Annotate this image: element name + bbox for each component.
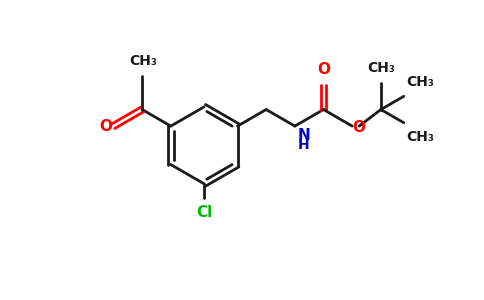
Text: Cl: Cl [196,205,212,220]
Text: CH₃: CH₃ [406,75,434,88]
Text: CH₃: CH₃ [130,54,158,68]
Text: O: O [317,62,330,77]
Text: O: O [99,118,112,134]
Text: CH₃: CH₃ [406,130,434,145]
Text: O: O [353,120,365,135]
Text: H: H [298,138,310,152]
Text: N: N [298,128,311,143]
Text: CH₃: CH₃ [367,61,395,75]
